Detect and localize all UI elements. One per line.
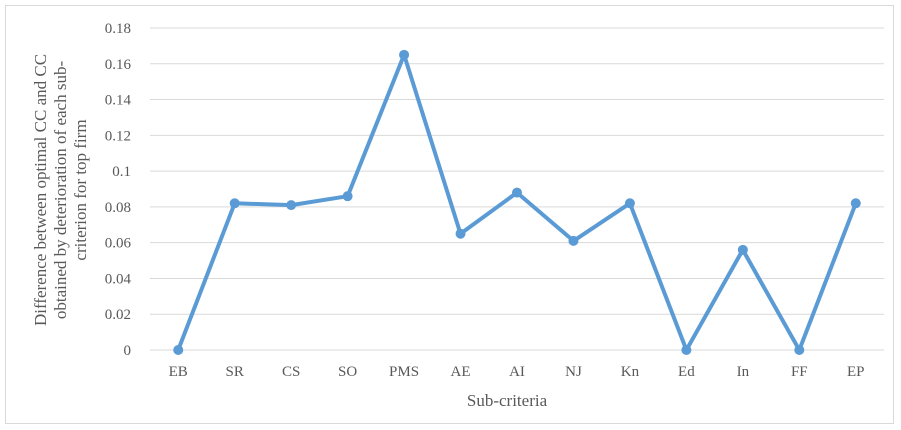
- x-tick-label: PMS: [389, 364, 419, 380]
- x-tick-label: CS: [282, 364, 300, 380]
- data-point: [794, 345, 805, 355]
- y-tick-label: 0.18: [105, 21, 131, 37]
- data-point: [173, 345, 184, 355]
- y-tick-label: 0.16: [105, 57, 132, 73]
- y-tick-labels: 0 0.02 0.04 0.06 0.08 0.1 0.12 0.14 0.16 0.18: [105, 21, 132, 359]
- data-point: [568, 235, 579, 246]
- data-point: [399, 49, 410, 60]
- data-point: [229, 198, 240, 209]
- data-point: [624, 198, 635, 209]
- y-tick-label: 0.1: [112, 164, 131, 180]
- x-tick-label: EP: [847, 364, 865, 380]
- x-tick-label: AI: [509, 364, 525, 380]
- gridlines: [150, 27, 884, 351]
- data-point: [737, 244, 748, 255]
- y-tick-label: 0.04: [105, 271, 132, 287]
- x-tick-label: EB: [169, 364, 188, 380]
- y-tick-label: 0: [124, 343, 132, 359]
- y-tick-label: 0.14: [105, 93, 132, 109]
- data-point: [850, 198, 861, 209]
- x-tick-label: SO: [338, 364, 357, 380]
- data-point: [681, 345, 692, 355]
- x-tick-label: AE: [451, 364, 471, 380]
- y-axis-title-line: obtained by deterioration of each sub-: [51, 61, 70, 320]
- x-tick-label: FF: [791, 364, 808, 380]
- y-axis-title-line: Difference between optimal CC and CC: [31, 54, 50, 326]
- chart-frame: [5, 5, 894, 424]
- data-point: [342, 191, 353, 202]
- data-point: [512, 187, 522, 198]
- y-tick-label: 0.12: [105, 128, 131, 144]
- x-tick-label: NJ: [565, 364, 582, 380]
- y-tick-label: 0.06: [105, 236, 132, 252]
- x-tick-labels: EB SR CS SO PMS AE AI NJ Kn Ed In FF EP: [169, 364, 865, 380]
- y-tick-label: 0.02: [105, 307, 131, 323]
- y-tick-label: 0.08: [105, 200, 131, 216]
- x-axis-title: Sub-criteria: [467, 391, 548, 410]
- x-tick-label: Ed: [678, 364, 695, 380]
- series-layer: [173, 49, 861, 355]
- x-tick-label: Kn: [621, 364, 640, 380]
- data-point: [286, 200, 297, 211]
- x-tick-label: SR: [226, 364, 244, 380]
- y-axis-title: Difference between optimal CC and CCobta…: [31, 54, 90, 326]
- y-axis-title-line: criterion for top firm: [71, 119, 90, 260]
- data-point: [455, 228, 466, 239]
- x-tick-label: In: [737, 364, 750, 380]
